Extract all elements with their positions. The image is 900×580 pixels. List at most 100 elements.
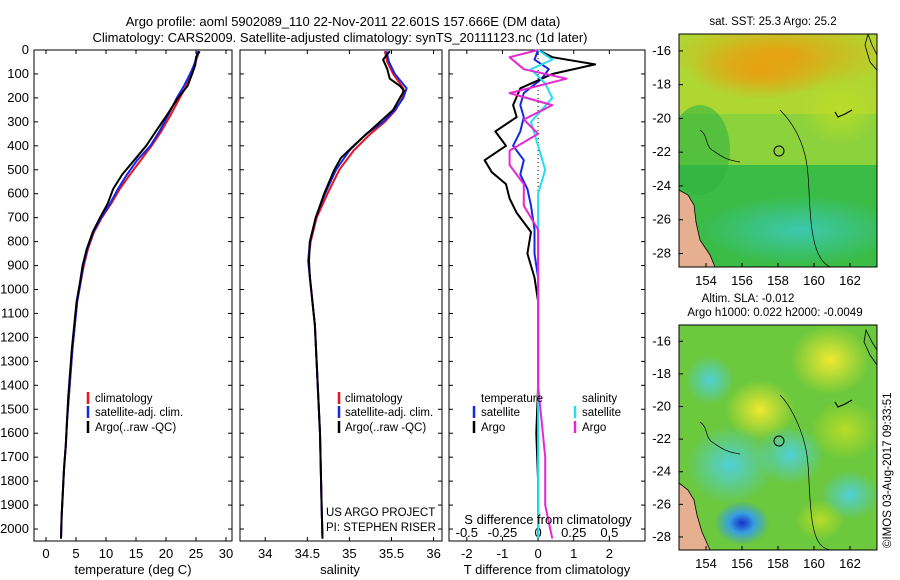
series-line-argo-raw-qc- [308,50,406,539]
depth-tick-label: 1100 [1,305,29,320]
lon-tick-label: 160 [803,556,825,571]
lat-tick-label: -22 [652,431,671,446]
coastline-australia [679,189,716,267]
x-tick-label: 34 [258,546,272,561]
lon-tick-label: 154 [695,273,717,288]
profile-location-marker [773,435,785,447]
depth-tick-label: 400 [7,138,29,153]
lat-tick-label: -18 [652,366,671,381]
lat-tick-label: -28 [652,529,671,544]
x-tick-label: 2 [606,546,613,561]
bathymetry-contour [779,394,831,550]
series-line-salinity-argo [508,49,568,539]
bathymetry-contour [779,109,831,267]
lat-tick-label: -26 [652,212,671,227]
depth-tick-label: 1000 [0,282,29,297]
sst-map [679,34,877,267]
depth-tick-label: 600 [7,186,29,201]
difference-panel-frame [448,49,646,542]
lat-tick-label: -26 [652,496,671,511]
legend-sal-satellite-label: satellite [582,407,621,419]
sla-map-title: Altim. SLA: -0.012 [702,293,795,305]
x-tick-label: 34.5 [295,546,320,561]
lat-tick-label: -24 [652,178,671,193]
series-line-argo-raw-qc- [60,50,201,539]
x-tick-label: 35.5 [379,546,404,561]
salinity-axis-label: salinity [320,562,360,577]
legend-satellite-label: satellite-adj. clim. [95,407,183,419]
depth-tick-label: 1300 [0,353,29,368]
x-tick-label: -2 [461,546,473,561]
series-line-climatology [60,50,200,539]
coastline-new-caledonia [863,328,877,366]
lon-tick-label: 158 [767,556,789,571]
legend-temp-argo-label: Argo [481,422,505,434]
s-difference-axis-label: S difference from climatology [464,512,632,527]
figure-title-line1: Argo profile: aoml 5902089_110 22-Nov-20… [126,14,561,29]
s-diff-tick-label: 0.5 [600,525,618,540]
project-annotation: US ARGO PROJECT [326,507,435,519]
legend-satellite-label: satellite-adj. clim. [345,407,433,419]
depth-tick-label: 800 [7,234,29,249]
legend-climatology-label: climatology [345,393,403,405]
x-tick-label: -1 [497,546,509,561]
lat-tick-label: -20 [652,110,671,125]
salinity-plot: 34 34.5 35 35.5 36 [240,49,442,561]
x-tick-label: 30 [219,546,233,561]
imos-timestamp: ©IMOS 03-Aug-2017 09:33:51 [882,392,894,548]
lon-tick-label: 156 [731,273,753,288]
depth-tick-label: 1500 [0,401,29,416]
depth-tick-label: 0 [22,42,29,57]
depth-tick-label: 1800 [0,473,29,488]
x-tick-label: 5 [72,546,79,561]
x-tick-label: 0 [534,546,541,561]
depth-tick-label: 200 [7,90,29,105]
coastline-australia [679,482,711,550]
t-difference-axis-label: T difference from climatology [464,562,631,577]
sst-map-title: sat. SST: 25.3 Argo: 25.2 [709,16,836,28]
lon-tick-label: 156 [731,556,753,571]
legend-argo-label: Argo(..raw -QC) [95,422,176,434]
temperature-panel-frame [33,49,233,542]
depth-tick-label: 1600 [0,425,29,440]
lat-tick-label: -28 [652,245,671,260]
x-tick-label: 20 [159,546,173,561]
series-line-salinity-satellite [530,49,554,539]
depth-tick-label: 300 [7,114,29,129]
lon-tick-label: 154 [695,556,717,571]
depth-tick-label: 1200 [0,329,29,344]
temperature-axis-label: temperature (deg C) [74,562,191,577]
difference-plot: -2 -1 0 1 2-0.5 -0.25 0 0.25 0.5 [449,49,645,561]
depth-tick-label: 500 [7,162,29,177]
figure-title-line2: Climatology: CARS2009. Satellite-adjuste… [93,30,588,45]
salinity-panel-frame [239,49,443,542]
lon-tick-label: 162 [839,273,861,288]
depth-axis: 0 100 200 300 400 500 600 700 800 900 1000 1100 1200… [0,42,29,536]
salinity-legend: climatology satellite-adj. clim. Argo(..… [326,392,436,534]
depth-tick-label: 1700 [0,449,29,464]
s-diff-tick-label: -0.25 [488,525,518,540]
x-tick-label: 36 [426,546,440,561]
x-tick-label: 15 [129,546,143,561]
lat-tick-label: -16 [652,43,671,58]
lon-tick-label: 160 [803,273,825,288]
x-tick-label: 1 [570,546,577,561]
lon-tick-label: 162 [839,556,861,571]
lat-tick-label: -18 [652,77,671,92]
series-line-temperature-argo [483,49,597,539]
x-tick-label: 35 [342,546,356,561]
series-line-satellite-adj-clim- [307,50,408,539]
x-tick-label: 10 [99,546,113,561]
difference-legend: temperature satellite Argo salinity sate… [472,393,621,434]
coastline-new-caledonia [864,34,877,71]
s-diff-tick-label: -0.5 [456,525,478,540]
series-line-satellite-adj-clim- [60,51,199,539]
series-line-climatology [307,50,405,539]
lat-tick-label: -22 [652,144,671,159]
lat-tick-label: -20 [652,399,671,414]
depth-tick-label: 100 [7,66,29,81]
temperature-legend: climatology satellite-adj. clim. Argo(..… [86,392,183,434]
profile-location-marker [773,145,785,157]
s-diff-tick-label: 0.25 [561,525,586,540]
